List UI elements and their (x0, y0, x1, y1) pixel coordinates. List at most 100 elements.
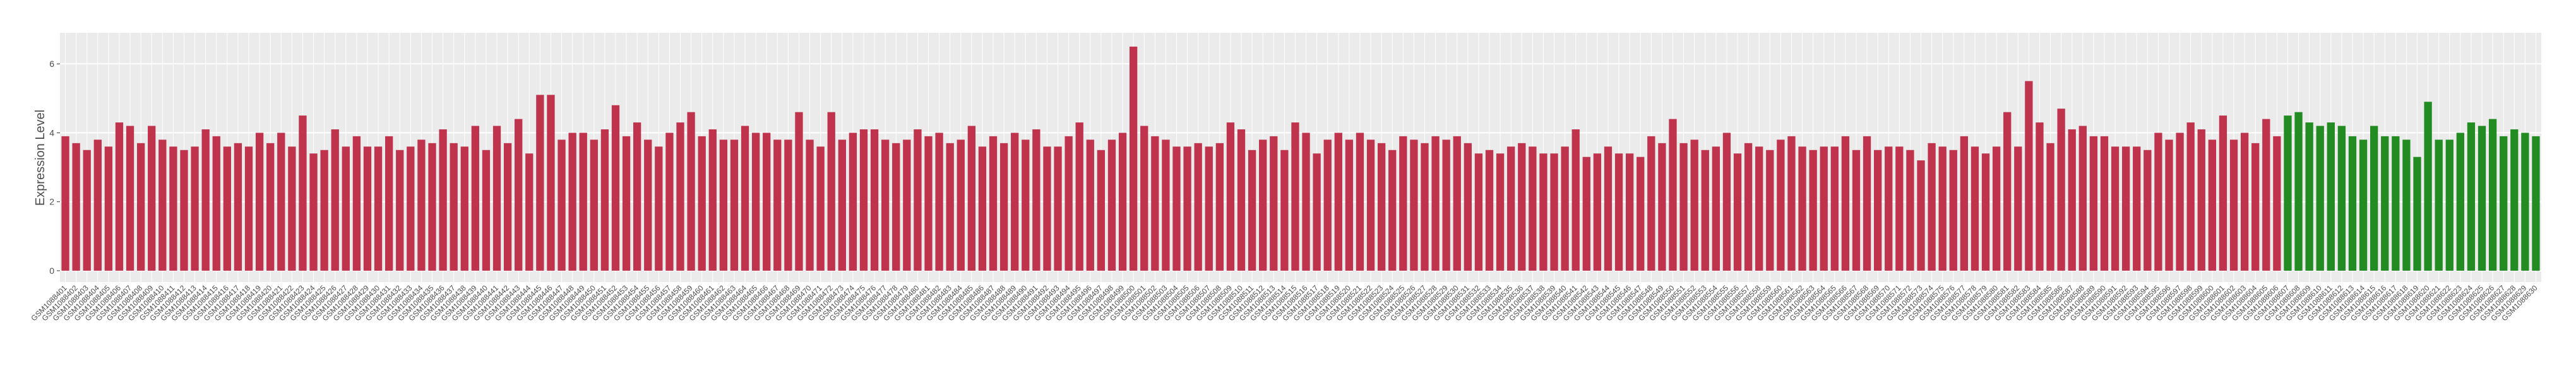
bar (1777, 139, 1785, 271)
bar (1809, 150, 1817, 271)
bar (309, 153, 318, 271)
bar (2078, 126, 2087, 271)
bar (2521, 133, 2529, 271)
bar (536, 95, 544, 271)
bar (1960, 136, 1968, 271)
bar (1107, 139, 1116, 271)
bar (1259, 139, 1267, 271)
bar (816, 146, 825, 271)
bar (2208, 139, 2216, 271)
bar (2133, 146, 2141, 271)
bar (1874, 150, 1882, 271)
bar (741, 126, 749, 271)
bar (2359, 139, 2368, 271)
bar (1529, 146, 1537, 271)
bar (1830, 146, 1839, 271)
bar (148, 126, 156, 271)
bar (1518, 143, 1526, 271)
bar (2510, 129, 2519, 271)
bar (1388, 150, 1397, 271)
bar (2294, 112, 2303, 271)
bar (579, 133, 587, 271)
bar (1550, 153, 1558, 271)
bar (201, 129, 210, 271)
bar (698, 136, 706, 271)
bar (1852, 150, 1861, 271)
bar (1766, 150, 1774, 271)
bar (1917, 160, 1925, 271)
bar (892, 143, 900, 271)
bar (1701, 150, 1709, 271)
bar (957, 139, 965, 271)
bar (751, 133, 760, 271)
bar (2348, 136, 2357, 271)
bar (1798, 146, 1806, 271)
bar (1162, 139, 1170, 271)
bar (1496, 153, 1505, 271)
bar (1334, 133, 1342, 271)
bar (191, 146, 199, 271)
bar (115, 122, 124, 271)
bar (600, 129, 609, 271)
bar (1194, 143, 1202, 271)
bar (935, 133, 943, 271)
bar (881, 139, 890, 271)
bar (1356, 133, 1364, 271)
bar (644, 139, 652, 271)
bar (2435, 139, 2443, 271)
bar (2381, 136, 2389, 271)
bar (1442, 139, 1450, 271)
bar (1302, 133, 1310, 271)
bar (2273, 136, 2281, 271)
bar (331, 129, 339, 271)
bar (83, 150, 91, 271)
bar (1270, 136, 1278, 271)
bar (2500, 136, 2508, 271)
bar (2478, 126, 2486, 271)
bar (1323, 139, 1332, 271)
bar (407, 146, 415, 271)
bar (417, 139, 426, 271)
bar (1011, 133, 1019, 271)
y-tick-label: 4 (49, 127, 54, 138)
bar (1561, 146, 1569, 271)
bar (849, 133, 857, 271)
bar (244, 146, 253, 271)
bar (2424, 102, 2432, 271)
bar (1474, 153, 1483, 271)
bar (2251, 143, 2260, 271)
y-tick-label: 6 (49, 59, 54, 69)
bar (2392, 136, 2400, 271)
bar (1215, 143, 1224, 271)
bar (1539, 153, 1547, 271)
bar (320, 150, 328, 271)
bar (914, 129, 922, 271)
bar (665, 133, 674, 271)
bar (1938, 146, 1947, 271)
bar (859, 129, 868, 271)
bar (1464, 143, 1472, 271)
bar (558, 139, 566, 271)
bar (1291, 122, 1299, 271)
bar (2122, 146, 2130, 271)
bar (946, 143, 954, 271)
bar (266, 143, 275, 271)
bar (1712, 146, 1720, 271)
labels: 0246GSM1088401GSM1088402GSM1088403GSM108… (29, 59, 2539, 322)
bar (1248, 150, 1256, 271)
bar (1906, 150, 1914, 271)
bar (687, 112, 695, 271)
bar (2488, 119, 2497, 271)
bar (363, 146, 372, 271)
bar (827, 112, 835, 271)
y-tick-label: 0 (49, 266, 54, 276)
bar (1345, 139, 1354, 271)
bar (1949, 150, 1957, 271)
bar (784, 139, 792, 271)
bar (1064, 136, 1073, 271)
bar (342, 146, 350, 271)
bar (870, 129, 879, 271)
bar (2262, 119, 2270, 271)
bar (2219, 115, 2227, 271)
